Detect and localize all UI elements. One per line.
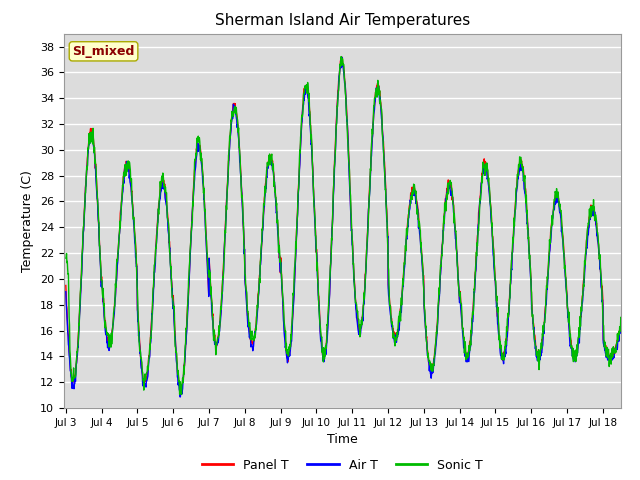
Sonic T [337, 54, 345, 60]
Panel T [635, 337, 640, 343]
Text: SI_mixed: SI_mixed [72, 45, 135, 58]
Sonic T [327, 261, 335, 266]
Air T [62, 289, 70, 295]
Air T [572, 350, 580, 356]
Line: Air T: Air T [66, 57, 639, 397]
Air T [635, 343, 640, 348]
Air T [176, 394, 184, 400]
Panel T [62, 283, 70, 288]
Panel T [338, 59, 346, 65]
Sonic T [488, 220, 496, 226]
Air T [152, 261, 159, 266]
Sonic T [62, 255, 70, 261]
Sonic T [338, 62, 346, 68]
X-axis label: Time: Time [327, 433, 358, 446]
Air T [488, 226, 496, 231]
Panel T [338, 54, 346, 60]
Panel T [572, 352, 580, 358]
Panel T [628, 307, 636, 312]
Air T [338, 60, 346, 66]
Air T [327, 260, 335, 265]
Legend: Panel T, Air T, Sonic T: Panel T, Air T, Sonic T [196, 454, 488, 477]
Sonic T [635, 331, 640, 337]
Panel T [488, 224, 496, 230]
Title: Sherman Island Air Temperatures: Sherman Island Air Temperatures [215, 13, 470, 28]
Y-axis label: Temperature (C): Temperature (C) [22, 170, 35, 272]
Line: Sonic T: Sonic T [66, 57, 639, 395]
Panel T [178, 387, 186, 393]
Sonic T [152, 253, 159, 259]
Air T [338, 54, 346, 60]
Panel T [152, 253, 159, 259]
Sonic T [178, 392, 186, 397]
Sonic T [628, 314, 636, 320]
Panel T [327, 257, 335, 263]
Sonic T [572, 359, 580, 364]
Line: Panel T: Panel T [66, 57, 639, 390]
Air T [628, 309, 636, 315]
